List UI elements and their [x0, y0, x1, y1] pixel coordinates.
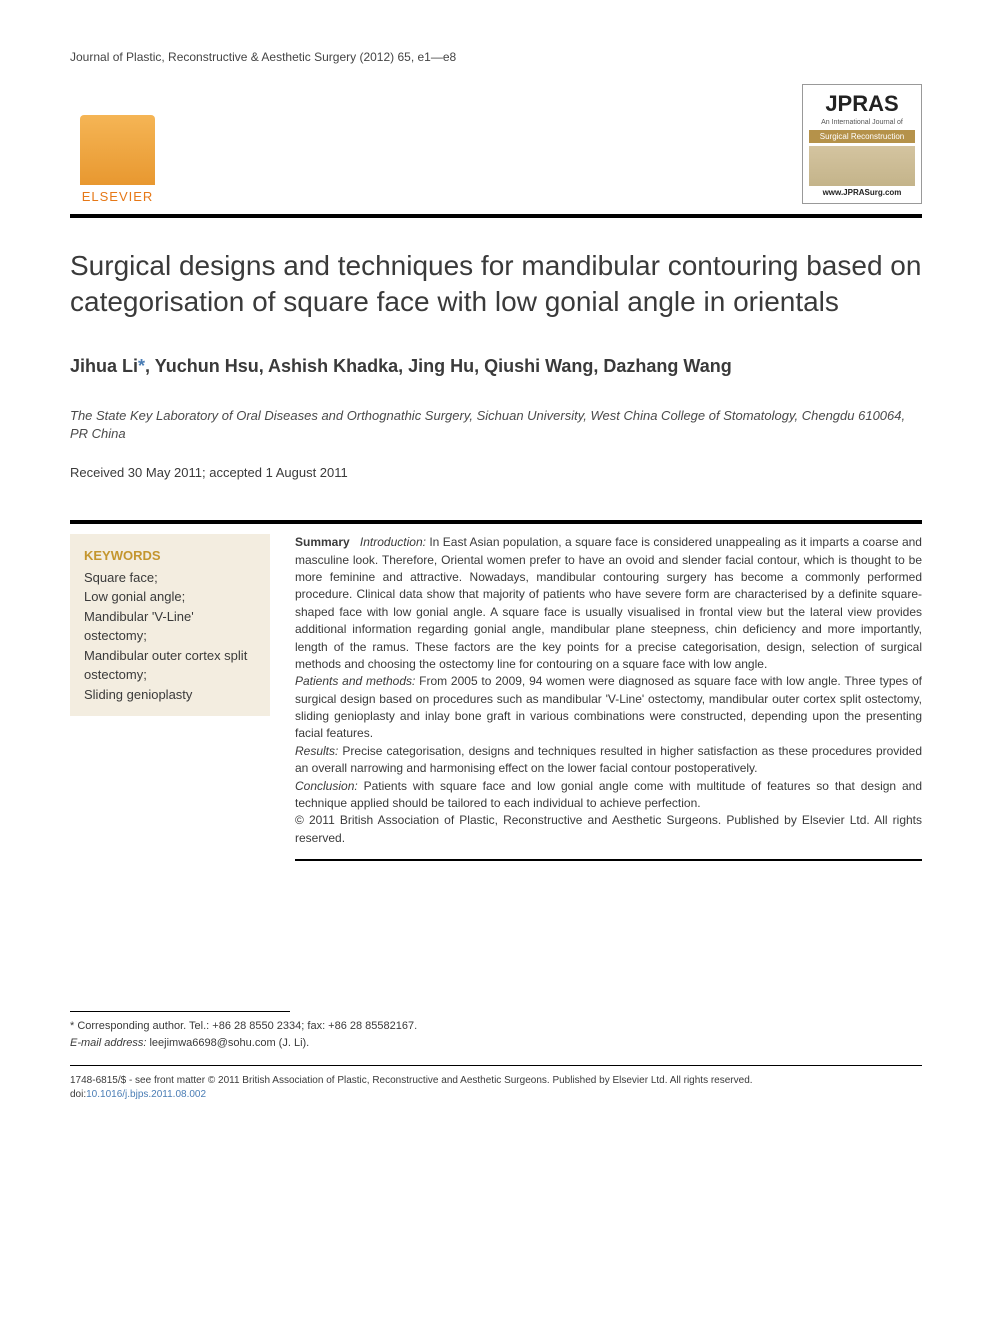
corr-author-line: * Corresponding author. Tel.: +86 28 855… [70, 1018, 922, 1035]
jpras-title: JPRAS [825, 91, 898, 117]
keywords-column: KEYWORDS Square face; Low gonial angle; … [70, 522, 270, 861]
corresponding-star-icon: * [138, 356, 145, 376]
email-suffix: (J. Li). [279, 1037, 310, 1049]
elsevier-logo: ELSEVIER [70, 104, 165, 204]
doi-label: doi: [70, 1089, 86, 1100]
results-text: Precise categorisation, designs and tech… [295, 744, 922, 775]
corresponding-footnote: * Corresponding author. Tel.: +86 28 855… [70, 1018, 922, 1051]
intro-label: Introduction: [360, 535, 426, 549]
copyright-block: 1748-6815/$ - see front matter © 2011 Br… [70, 1074, 922, 1102]
email-link[interactable]: leejimwa6698@sohu.com [149, 1037, 275, 1049]
elsevier-text: ELSEVIER [82, 189, 154, 204]
summary-column: Summary Introduction: In East Asian popu… [295, 522, 922, 861]
summary-copyright: © 2011 British Association of Plastic, R… [295, 813, 922, 844]
jpras-logo: JPRAS An International Journal of Surgic… [802, 84, 922, 204]
results-label: Results: [295, 744, 338, 758]
jpras-subtitle: An International Journal of [821, 119, 903, 127]
author-list: Jihua Li*, Yuchun Hsu, Ashish Khadka, Ji… [70, 356, 732, 376]
issn-line: 1748-6815/$ - see front matter © 2011 Br… [70, 1074, 922, 1088]
doi-link[interactable]: 10.1016/j.bjps.2011.08.002 [86, 1089, 206, 1100]
keywords-list: Square face; Low gonial angle; Mandibula… [84, 568, 256, 705]
header-row: ELSEVIER JPRAS An International Journal … [70, 84, 922, 204]
running-header: Journal of Plastic, Reconstructive & Aes… [70, 50, 922, 64]
conclusion-label: Conclusion: [295, 779, 358, 793]
affiliation: The State Key Laboratory of Oral Disease… [70, 407, 922, 443]
email-label: E-mail address: [70, 1037, 146, 1049]
article-title: Surgical designs and techniques for mand… [70, 248, 922, 321]
footnote-rule [70, 1011, 290, 1012]
article-dates: Received 30 May 2011; accepted 1 August … [70, 465, 922, 480]
intro-text: In East Asian population, a square face … [295, 535, 922, 671]
keywords-box: KEYWORDS Square face; Low gonial angle; … [70, 534, 270, 716]
jpras-url: www.JPRASurg.com [823, 188, 902, 197]
summary-text: Summary Introduction: In East Asian popu… [295, 534, 922, 847]
summary-label: Summary [295, 535, 350, 549]
methods-label: Patients and methods: [295, 674, 415, 688]
bottom-rule [70, 1065, 922, 1066]
elsevier-tree-icon [80, 115, 155, 185]
jpras-banner: Surgical Reconstruction [809, 130, 915, 143]
authors: Jihua Li*, Yuchun Hsu, Ashish Khadka, Ji… [70, 356, 922, 377]
keywords-heading: KEYWORDS [84, 546, 256, 566]
conclusion-text: Patients with square face and low gonial… [295, 779, 922, 810]
abstract-block: KEYWORDS Square face; Low gonial angle; … [70, 522, 922, 861]
jpras-cover-image [809, 146, 915, 186]
title-rule [70, 214, 922, 218]
